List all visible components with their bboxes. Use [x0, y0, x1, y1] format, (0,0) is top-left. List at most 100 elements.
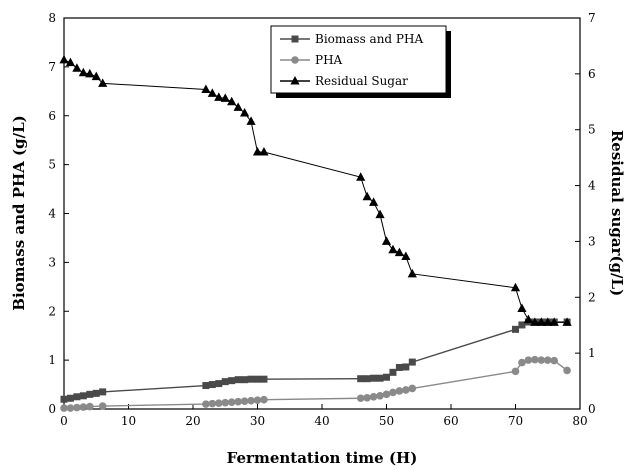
data-point — [375, 209, 385, 219]
data-point — [246, 116, 256, 125]
y2-tick-label: 5 — [588, 123, 596, 137]
y2-tick-label: 7 — [588, 11, 596, 25]
data-point — [402, 363, 410, 371]
data-point — [370, 374, 378, 382]
data-point — [98, 78, 108, 87]
data-point — [518, 358, 526, 367]
data-point — [537, 356, 546, 364]
data-point — [394, 247, 404, 257]
x-tick-label: 0 — [60, 414, 68, 428]
series-line — [63, 321, 568, 400]
data-point — [518, 321, 526, 329]
series-line — [64, 358, 568, 409]
data-point — [402, 386, 410, 394]
y-tick-label: 3 — [48, 255, 56, 269]
data-point — [517, 303, 527, 312]
data-point — [389, 368, 397, 376]
data-point — [260, 375, 268, 383]
data-point — [60, 404, 68, 412]
data-point — [202, 382, 210, 390]
x-tick-label: 10 — [121, 414, 136, 428]
data-point — [66, 394, 74, 402]
data-point — [356, 394, 365, 403]
data-point — [254, 375, 261, 383]
y-tick-label: 0 — [48, 402, 56, 416]
data-point — [510, 282, 521, 292]
data-point — [79, 403, 88, 411]
series-layer — [59, 54, 572, 412]
series-0 — [60, 318, 571, 403]
data-point — [72, 63, 82, 72]
legend: Biomass and PHA PHA Residual Sugar — [270, 25, 451, 98]
data-point — [259, 147, 269, 156]
data-point — [369, 197, 379, 206]
data-point — [562, 317, 572, 326]
data-point — [523, 314, 533, 324]
data-point — [408, 384, 417, 393]
x-tick-label: 70 — [508, 414, 523, 428]
data-point — [234, 397, 242, 406]
data-point — [208, 381, 216, 389]
data-point — [60, 395, 68, 403]
data-point — [73, 393, 81, 401]
data-point — [221, 398, 230, 407]
data-point — [99, 388, 107, 396]
series-2 — [59, 54, 572, 326]
data-point — [207, 88, 217, 97]
legend-marker — [291, 56, 299, 64]
data-point — [220, 93, 230, 102]
data-point — [252, 147, 263, 156]
data-point — [227, 398, 236, 406]
y2-tick-label: 2 — [588, 290, 596, 304]
y2-tick-label: 4 — [588, 179, 596, 193]
data-point — [79, 392, 87, 400]
y2-tick-label: 1 — [588, 346, 596, 360]
data-point — [233, 102, 243, 111]
data-point — [59, 54, 69, 64]
data-point — [362, 191, 372, 201]
x-tick-label: 80 — [572, 414, 587, 428]
x-tick-label: 60 — [443, 414, 458, 428]
data-point — [536, 317, 546, 326]
data-point — [530, 317, 540, 326]
data-point — [86, 402, 94, 411]
legend-items: Biomass and PHA PHA Residual Sugar — [280, 32, 423, 88]
x-tick-label: 40 — [314, 414, 329, 428]
data-point — [356, 172, 366, 181]
data-point — [228, 377, 236, 385]
data-point — [208, 399, 217, 408]
y-tick-label: 1 — [48, 353, 56, 367]
y-tick-label: 7 — [48, 60, 56, 74]
data-point — [543, 356, 552, 364]
series-1 — [60, 355, 571, 412]
legend-label: Biomass and PHA — [315, 32, 423, 46]
data-point — [383, 373, 390, 381]
data-point — [98, 402, 107, 410]
data-point — [550, 356, 558, 365]
data-point — [202, 400, 210, 408]
data-point — [85, 68, 95, 78]
data-point — [395, 387, 404, 395]
data-point — [86, 390, 94, 398]
data-point — [389, 388, 397, 397]
y2-tick-label: 0 — [588, 402, 596, 416]
y-tick-label: 8 — [48, 11, 56, 25]
data-point — [407, 268, 417, 278]
y-tick-label: 2 — [48, 304, 56, 318]
data-point — [549, 317, 559, 326]
data-point — [388, 244, 398, 254]
legend-marker — [290, 76, 300, 85]
data-point — [247, 396, 255, 405]
y-tick-label: 4 — [48, 207, 56, 221]
legend-label: PHA — [315, 53, 343, 67]
data-point — [563, 366, 571, 375]
data-point — [376, 374, 384, 382]
data-point — [214, 92, 224, 101]
y2-tick-label: 3 — [588, 234, 596, 248]
data-point — [91, 71, 101, 81]
data-point — [408, 358, 416, 366]
data-point — [363, 393, 371, 402]
y-axis-title: Biomass and PHA (g/L) — [10, 115, 28, 310]
data-point — [381, 236, 392, 245]
